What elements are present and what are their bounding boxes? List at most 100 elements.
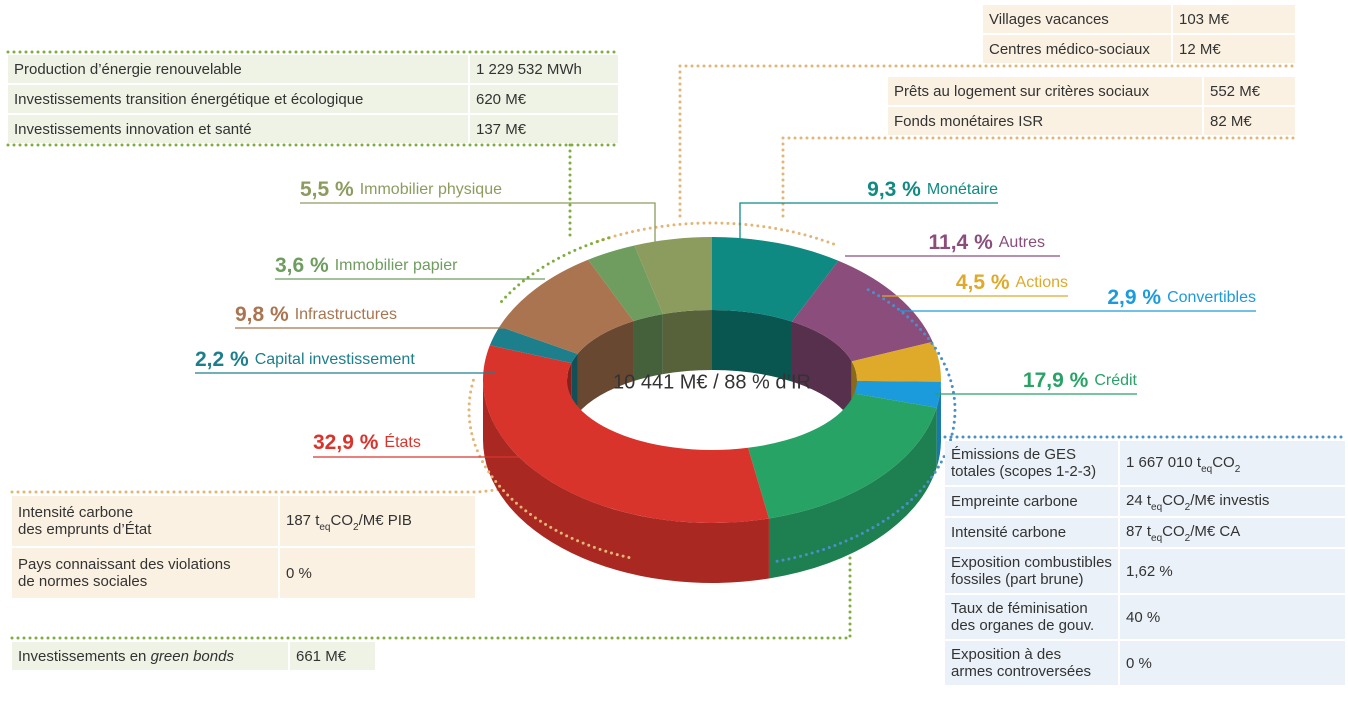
slice-label: 2,9 % Convertibles [1107,286,1256,309]
table-value: 0 % [286,564,312,582]
slice-label: 17,9 % Crédit [1023,369,1138,392]
table-row: Investissements en green bonds 661 M€ [12,642,375,670]
table-value: 1 667 010 teqCO2 [1120,441,1345,485]
slice-inner-wall [633,314,663,382]
table-green-bonds: Investissements en green bonds 661 M€ [12,642,375,670]
category-label: Autres [999,234,1045,251]
table-value: 12 M€ [1179,40,1221,58]
slice-outer-wall [483,380,769,584]
subscript: 2 [1184,502,1191,513]
slice [854,380,941,408]
text-run: 187 t [286,511,320,529]
table-label: Émissions de GES totales (scopes 1-2-3) [945,441,1120,485]
category-label: Immobilier physique [360,181,502,198]
category-label: Capital investissement [255,351,416,368]
slice [748,393,937,519]
table-value: 24 teqCO2/M€ investis [1120,487,1345,516]
cell-text: 1 667 010 teqCO2 [1126,453,1240,475]
table-label: Investissements innovation et santé [8,115,470,143]
slice [634,237,712,315]
slice-inner-wall [662,310,712,375]
text-run: 24 t [1126,492,1152,509]
category-label: Monétaire [927,181,998,198]
text-run: 1 667 010 t [1126,453,1202,471]
slice-label: 11,4 % Autres [929,231,1045,254]
table-row: Exposition à des armes controversées 0 % [945,641,1345,685]
slice-label: 5,5 % Immobilier physique [300,178,502,201]
table-row: Pays connaissant des violations de norme… [12,548,475,598]
connector [10,486,514,494]
slice-label: 4,5 % Actions [956,271,1068,294]
text-run: Investissements en [18,647,151,665]
table-value: 661 M€ [296,647,347,665]
connectors [6,50,1347,640]
subscript: eq [1151,533,1163,544]
table-label: Fonds monétaires ISR [888,107,1204,135]
table-row: Centres médico-sociaux 12 M€ [983,35,1295,63]
category-label: Infrastructures [295,306,397,323]
category-label: Actions [1016,274,1068,291]
slice-inner-wall [712,310,792,382]
table-value: 40 % [1126,608,1161,626]
value-label: 9,8 % [235,303,289,326]
value-label: 2,2 % [195,348,249,371]
dotted-arc [596,221,835,246]
slice-outer-wall [936,381,941,468]
table-label: Production d’énergie renouvelable [8,55,470,83]
leader-line [300,202,656,245]
cell-text: 187 teqCO2/M€ PIB [286,511,412,533]
table-value: 1 229 532 MWh [476,60,582,78]
category-label: États [384,432,420,451]
slice-inner-wall [577,321,634,414]
italic-text: green bonds [150,647,234,665]
category-label: Immobilier papier [335,257,458,274]
text-run: /M€ CA [1190,523,1241,540]
dotted-arc [500,236,611,303]
slice-label: 3,6 % Immobilier papier [275,254,458,277]
text-run: /M€ investis [1190,492,1270,509]
table-label: Prêts au logement sur critères sociaux [888,77,1204,105]
table-row: Production d’énergie renouvelable 1 229 5… [8,55,618,85]
slice-label: 9,8 % Infrastructures [235,303,397,326]
connector [678,64,1297,224]
table-row: Exposition combustibles fossiles (part b… [945,549,1345,595]
value-label: 2,9 % [1107,286,1161,309]
table-label: Exposition à des armes controversées [945,641,1120,685]
table-production: Production d’énergie renouvelable 1 229 5… [8,55,618,143]
slice [588,245,663,322]
donut [467,221,957,584]
value-label: 11,4 % [929,231,994,254]
table-row: Villages vacances 103 M€ [983,5,1295,35]
slice [791,260,933,362]
subscript: 2 [353,521,359,533]
table-value: 87 teqCO2/M€ CA [1120,518,1345,547]
table-label: Intensité carbone [945,518,1120,547]
table-row: Taux de féminisation des organes de gouv… [945,595,1345,641]
text-run: CO [1212,453,1235,471]
text-run: CO [1162,492,1185,509]
table-etats: Intensité carbone des emprunts d’État 187… [12,496,475,598]
table-villages: Villages vacances 103 M€ Centres médico-so… [983,5,1295,63]
slice-inner-wall [791,321,852,422]
center-label: 10 441 M€ / 88 % d’IR [613,371,811,393]
table-label: Exposition combustibles fossiles (part b… [945,549,1120,593]
subscript: 2 [1184,533,1191,544]
value-label: 17,9 % [1023,369,1089,392]
slice [499,259,634,354]
table-label: Taux de féminisation des organes de gouv… [945,595,1120,639]
slice [482,345,769,524]
cell-text: Investissements en green bonds [18,648,234,665]
table-row: Prêts au logement sur critères sociaux 55… [888,77,1295,107]
cell-text: 87 teqCO2/M€ CA [1126,523,1241,544]
text-run: CO [1162,523,1185,540]
value-label: 32,9 % [313,431,379,454]
table-label: Investissements en green bonds [12,642,290,670]
table-row: Investissements transition énergétique e… [8,85,618,115]
leader-line [739,202,998,245]
value-label: 9,3 % [867,178,921,201]
connector [6,50,620,242]
category-label: Convertibles [1167,289,1256,306]
table-credit: Émissions de GES totales (scopes 1-2-3) 1… [945,441,1345,685]
